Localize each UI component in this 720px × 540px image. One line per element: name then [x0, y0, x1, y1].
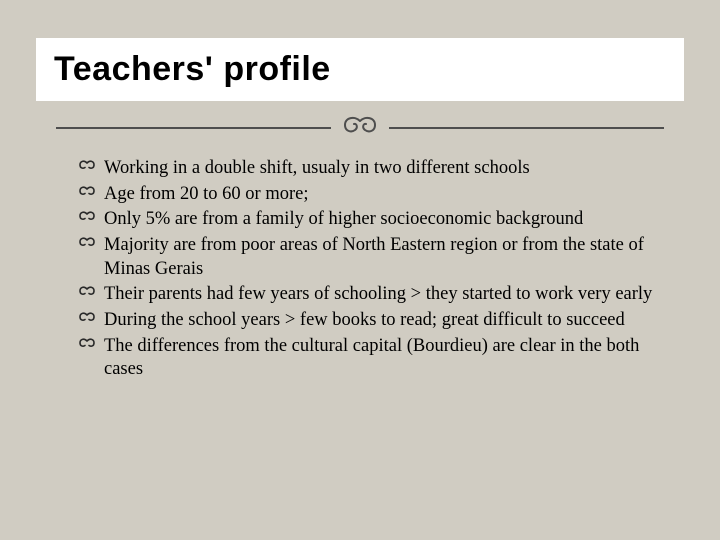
bullet-text: Only 5% are from a family of higher soci…: [104, 208, 583, 232]
bullet-icon: [78, 337, 100, 351]
slide-title: Teachers' profile: [54, 50, 666, 89]
title-band: Teachers' profile: [36, 38, 684, 101]
bullet-icon: [78, 159, 100, 173]
divider-line-left: [56, 127, 331, 129]
divider-line-right: [389, 127, 664, 129]
flourish-icon: [341, 115, 379, 141]
divider: [56, 115, 664, 141]
bullet-text: Majority are from poor areas of North Ea…: [104, 234, 658, 281]
bullet-icon: [78, 236, 100, 250]
bullet-text: Their parents had few years of schooling…: [104, 283, 652, 307]
list-item: Working in a double shift, usualy in two…: [78, 157, 658, 181]
list-item: Their parents had few years of schooling…: [78, 283, 658, 307]
bullet-list: Working in a double shift, usualy in two…: [36, 157, 684, 382]
list-item: During the school years > few books to r…: [78, 309, 658, 333]
bullet-icon: [78, 185, 100, 199]
bullet-icon: [78, 210, 100, 224]
bullet-icon: [78, 311, 100, 325]
list-item: Only 5% are from a family of higher soci…: [78, 208, 658, 232]
list-item: The differences from the cultural capita…: [78, 335, 658, 382]
bullet-text: The differences from the cultural capita…: [104, 335, 658, 382]
list-item: Age from 20 to 60 or more;: [78, 183, 658, 207]
slide: Teachers' profile Working in a double sh…: [0, 0, 720, 540]
bullet-text: Working in a double shift, usualy in two…: [104, 157, 530, 181]
list-item: Majority are from poor areas of North Ea…: [78, 234, 658, 281]
bullet-icon: [78, 285, 100, 299]
bullet-text: Age from 20 to 60 or more;: [104, 183, 309, 207]
bullet-text: During the school years > few books to r…: [104, 309, 625, 333]
